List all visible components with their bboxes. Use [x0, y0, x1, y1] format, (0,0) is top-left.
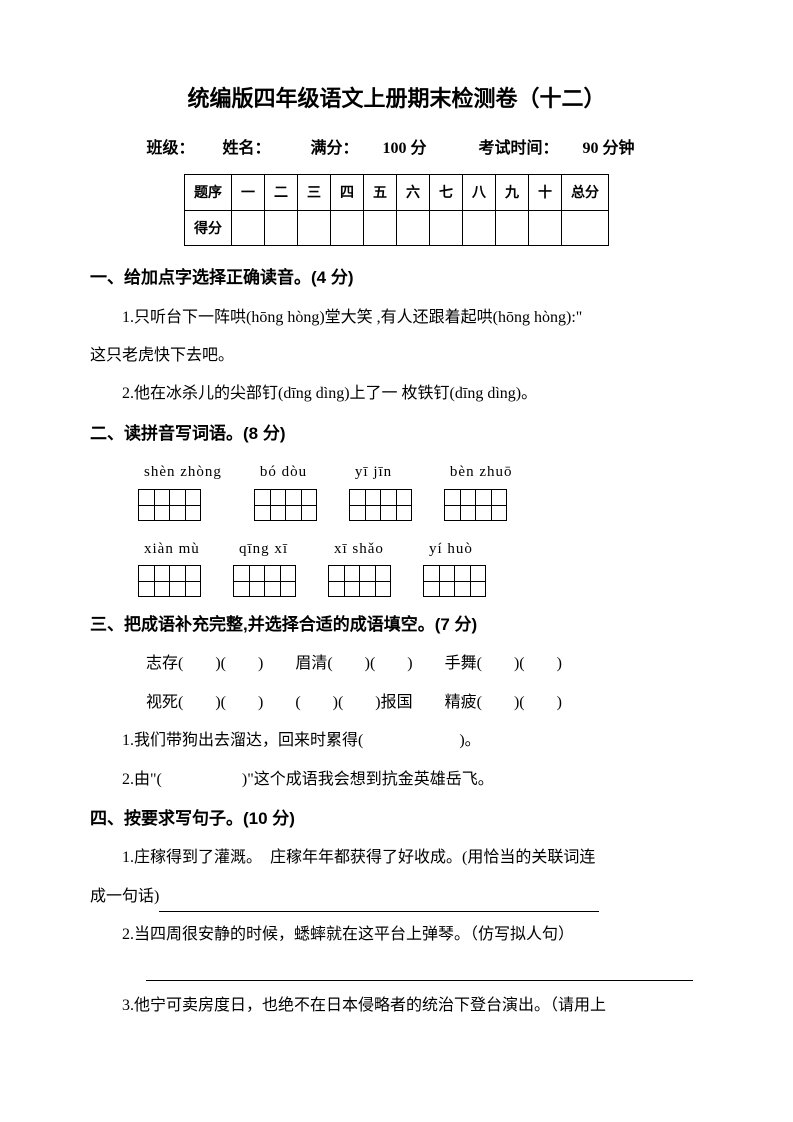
pinyin-block: yí huò: [423, 535, 486, 598]
question-text: 2.当四周很安静的时候，蟋蟀就在这平台上弹琴。（仿写拟人句）: [90, 920, 703, 950]
col-cell: 六: [397, 175, 430, 211]
table-row: 得分: [185, 210, 609, 246]
idiom-line: 志存( )( ) 眉清( )( ) 手舞( )( ): [146, 649, 703, 679]
col-cell: 十: [529, 175, 562, 211]
char-boxes: [328, 565, 391, 597]
question-text: 3.他宁可卖房度日，也绝不在日本侵略者的统治下登台演出。（请用上: [90, 991, 703, 1021]
score-table: 题序 一 二 三 四 五 六 七 八 九 十 总分 得分: [184, 174, 609, 246]
pinyin-label: yí huò: [429, 535, 473, 564]
pinyin-label: xiàn mù: [144, 535, 200, 564]
meta-line: 班级： 姓名： 满分：100 分 考试时间：90 分钟: [90, 134, 703, 164]
col-cell: 二: [265, 175, 298, 211]
char-boxes: [423, 565, 486, 597]
pinyin-label: xī shǎo: [334, 535, 384, 564]
question-text: 2.由"( )"这个成语我会想到抗金英雄岳飞。: [90, 765, 703, 795]
char-boxes: [138, 565, 201, 597]
char-boxes: [138, 489, 201, 521]
question-text: 1.只听台下一阵哄(hōng hòng)堂大笑 ,有人还跟着起哄(hōng hò…: [90, 303, 703, 333]
idiom-line: 视死( )( ) ( )( )报国 精疲( )( ): [146, 688, 703, 718]
pinyin-label: shèn zhòng: [144, 458, 222, 487]
class-label: 班级：: [146, 140, 194, 157]
total-label: 总分: [562, 175, 609, 211]
pinyin-label: bó dòu: [260, 458, 307, 487]
col-cell: 七: [430, 175, 463, 211]
section-heading-1: 一、给加点字选择正确读音。(4 分): [90, 262, 703, 294]
pinyin-block: shèn zhòng: [138, 458, 222, 521]
col-cell: 八: [463, 175, 496, 211]
row-label: 得分: [185, 210, 232, 246]
pinyin-block: yī jīn: [349, 458, 412, 521]
answer-blank: [159, 893, 599, 912]
pinyin-row: shèn zhòng bó dòu yī jīn bèn zhuō: [138, 458, 703, 521]
question-continuation: 成一句话): [90, 882, 703, 912]
pinyin-block: bèn zhuō: [444, 458, 513, 521]
col-cell: 五: [364, 175, 397, 211]
row-label: 题序: [185, 175, 232, 211]
char-boxes: [444, 489, 507, 521]
question-continuation: 这只老虎快下去吧。: [90, 341, 703, 371]
pinyin-label: bèn zhuō: [450, 458, 513, 487]
name-label: 姓名：: [222, 140, 270, 157]
col-cell: 四: [331, 175, 364, 211]
question-text: 2.他在冰杀儿的尖部钉(dīng dìng)上了一 枚铁钉(dīng dìng)…: [90, 379, 703, 409]
col-cell: 三: [298, 175, 331, 211]
fullscore: 满分：100 分: [298, 140, 438, 157]
pinyin-block: xī shǎo: [328, 535, 391, 598]
char-boxes: [349, 489, 412, 521]
pinyin-block: xiàn mù: [138, 535, 201, 598]
col-cell: 九: [496, 175, 529, 211]
pinyin-row: xiàn mù qīng xī xī shǎo yí huò: [138, 535, 703, 598]
question-text: 1.庄稼得到了灌溉。 庄稼年年都获得了好收成。(用恰当的关联词连: [90, 843, 703, 873]
char-boxes: [254, 489, 317, 521]
exam-time: 考试时间：90 分钟: [467, 140, 647, 157]
table-row: 题序 一 二 三 四 五 六 七 八 九 十 总分: [185, 175, 609, 211]
section-heading-2: 二、读拼音写词语。(8 分): [90, 418, 703, 450]
col-cell: 一: [232, 175, 265, 211]
answer-blank: [146, 958, 693, 980]
pinyin-label: qīng xī: [239, 535, 288, 564]
section-heading-4: 四、按要求写句子。(10 分): [90, 803, 703, 835]
pinyin-block: bó dòu: [254, 458, 317, 521]
section-heading-3: 三、把成语补充完整,并选择合适的成语填空。(7 分): [90, 609, 703, 641]
question-text: 1.我们带狗出去溜达，回来时累得( )。: [90, 726, 703, 756]
char-boxes: [233, 565, 296, 597]
exam-title: 统编版四年级语文上册期末检测卷（十二）: [90, 78, 703, 120]
pinyin-label: yī jīn: [355, 458, 392, 487]
pinyin-block: qīng xī: [233, 535, 296, 598]
